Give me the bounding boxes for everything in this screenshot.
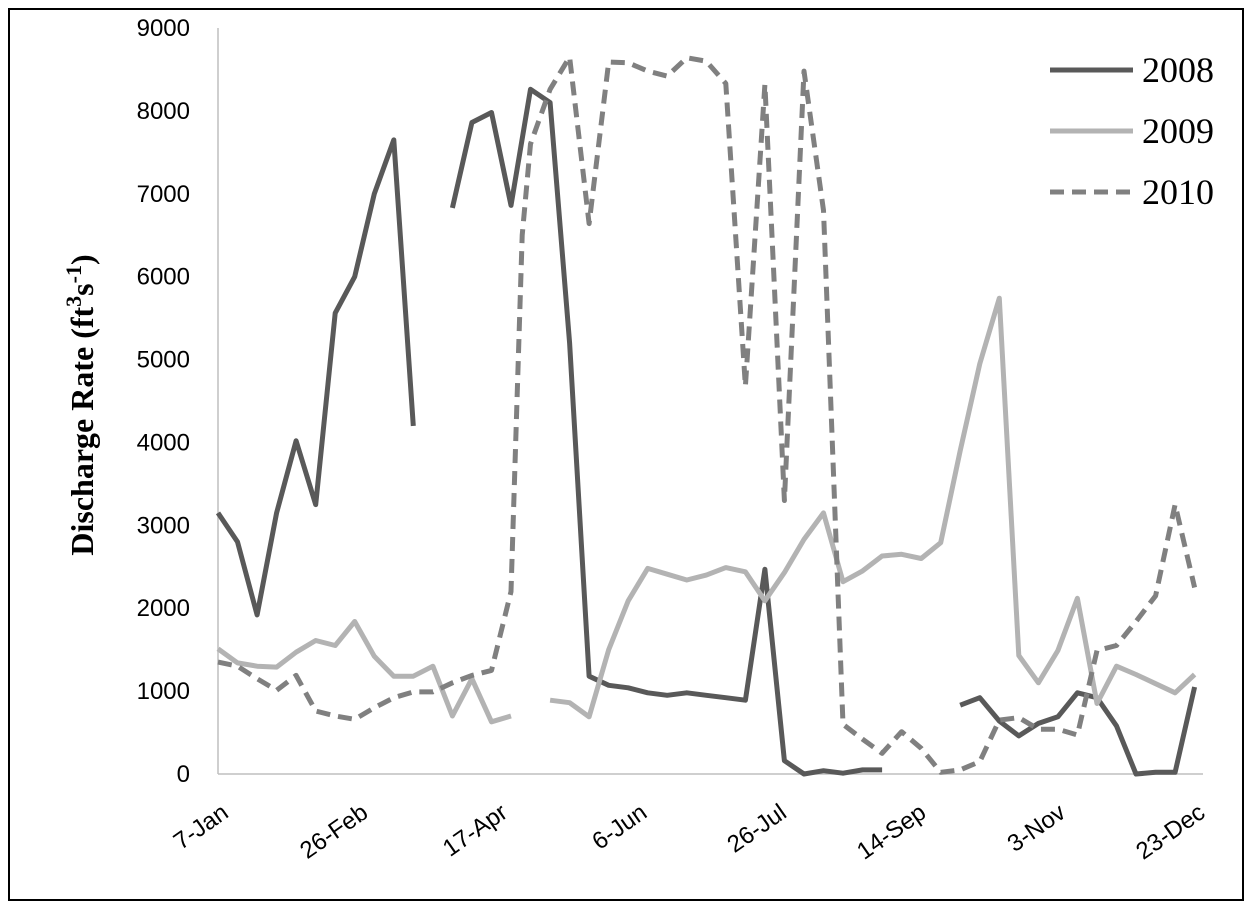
y-tick-label: 3000	[137, 512, 190, 539]
y-tick-label: 7000	[137, 181, 190, 208]
y-tick-label: 0	[177, 761, 190, 788]
x-tick-label: 3-Nov	[1003, 799, 1071, 858]
y-tick-label: 1000	[137, 678, 190, 705]
series-line-2009	[549, 295, 1197, 720]
legend-label-2010: 2010	[1142, 172, 1214, 212]
y-tick-label: 2000	[137, 595, 190, 622]
x-tick-label: 26-Feb	[295, 799, 373, 865]
y-tick-label: 9000	[137, 15, 190, 42]
series-layer	[215, 54, 1198, 777]
x-tick-label: 17-Apr	[438, 799, 513, 862]
x-tick-label: 14-Sep	[852, 799, 931, 866]
legend-label-2008: 2008	[1142, 50, 1214, 90]
y-tick-label: 5000	[137, 347, 190, 374]
y-tick-label: 8000	[137, 98, 190, 125]
series-line-2008	[449, 86, 883, 777]
series-line-2010	[217, 54, 1198, 775]
series-line-2009	[216, 619, 512, 725]
legend-label-2009: 2009	[1142, 111, 1214, 151]
x-tick-label: 7-Jan	[169, 799, 234, 856]
series-line-2008	[959, 686, 1198, 777]
x-tick-label: 23-Dec	[1131, 799, 1210, 865]
chart-frame	[8, 8, 1244, 901]
axes	[217, 28, 1203, 775]
legend: 2008 2009 2010	[1050, 50, 1214, 212]
x-tick-label: 26-Jul	[722, 799, 791, 859]
y-axis-label: Discharge Rate (ft3s-1)	[61, 254, 101, 555]
y-tick-label: 4000	[137, 429, 190, 456]
y-tick-label: 6000	[137, 264, 190, 291]
x-tick-label: 6-Jun	[587, 799, 652, 856]
series-line-2008	[215, 137, 416, 618]
